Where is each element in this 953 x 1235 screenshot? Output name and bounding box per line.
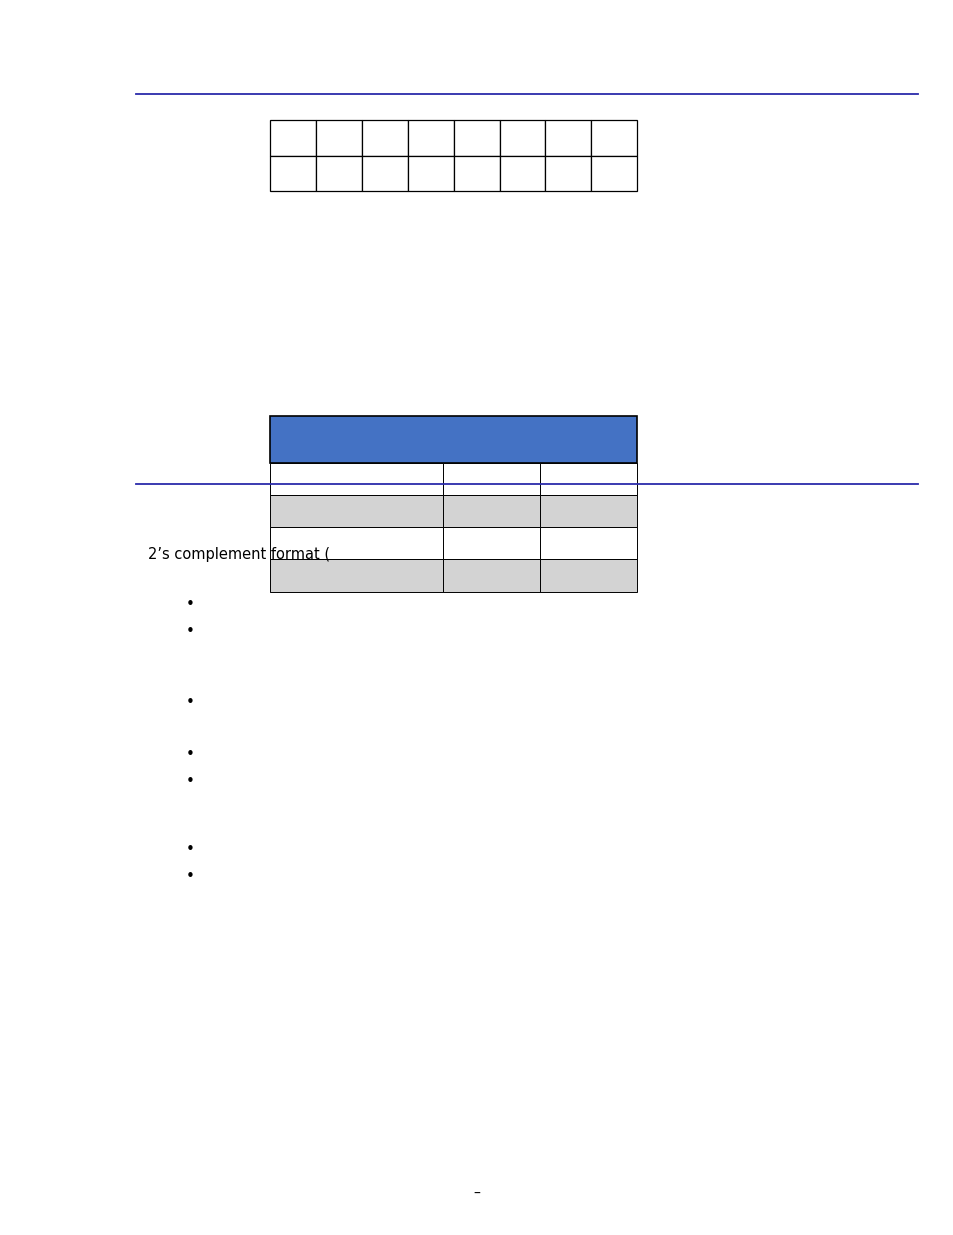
Bar [270, 463, 442, 495]
Bar [545, 156, 591, 191]
Bar [539, 527, 637, 559]
Bar [407, 120, 453, 156]
Text: •: • [186, 597, 194, 611]
Bar [442, 495, 539, 527]
Bar [591, 156, 637, 191]
Bar [442, 527, 539, 559]
Bar [545, 120, 591, 156]
Bar [270, 527, 442, 559]
Bar [270, 156, 315, 191]
Text: •: • [186, 842, 194, 857]
Bar [454, 156, 499, 191]
Text: •: • [186, 774, 194, 789]
Bar [591, 120, 637, 156]
Bar [270, 559, 442, 592]
Text: •: • [186, 869, 194, 884]
Text: –: – [473, 1187, 480, 1200]
Bar [539, 463, 637, 495]
Bar [361, 120, 407, 156]
Bar [361, 156, 407, 191]
Bar [270, 120, 315, 156]
Bar [407, 156, 453, 191]
Bar [539, 559, 637, 592]
Bar [539, 495, 637, 527]
Bar [270, 495, 442, 527]
Bar [315, 120, 361, 156]
Text: •: • [186, 624, 194, 638]
Bar [499, 120, 545, 156]
Bar [442, 559, 539, 592]
Text: •: • [186, 747, 194, 762]
Bar [442, 463, 539, 495]
Bar [454, 120, 499, 156]
Bar [270, 416, 637, 463]
Text: 2’s complement format (: 2’s complement format ( [148, 547, 330, 562]
Bar [315, 156, 361, 191]
Text: •: • [186, 695, 194, 710]
Bar [499, 156, 545, 191]
